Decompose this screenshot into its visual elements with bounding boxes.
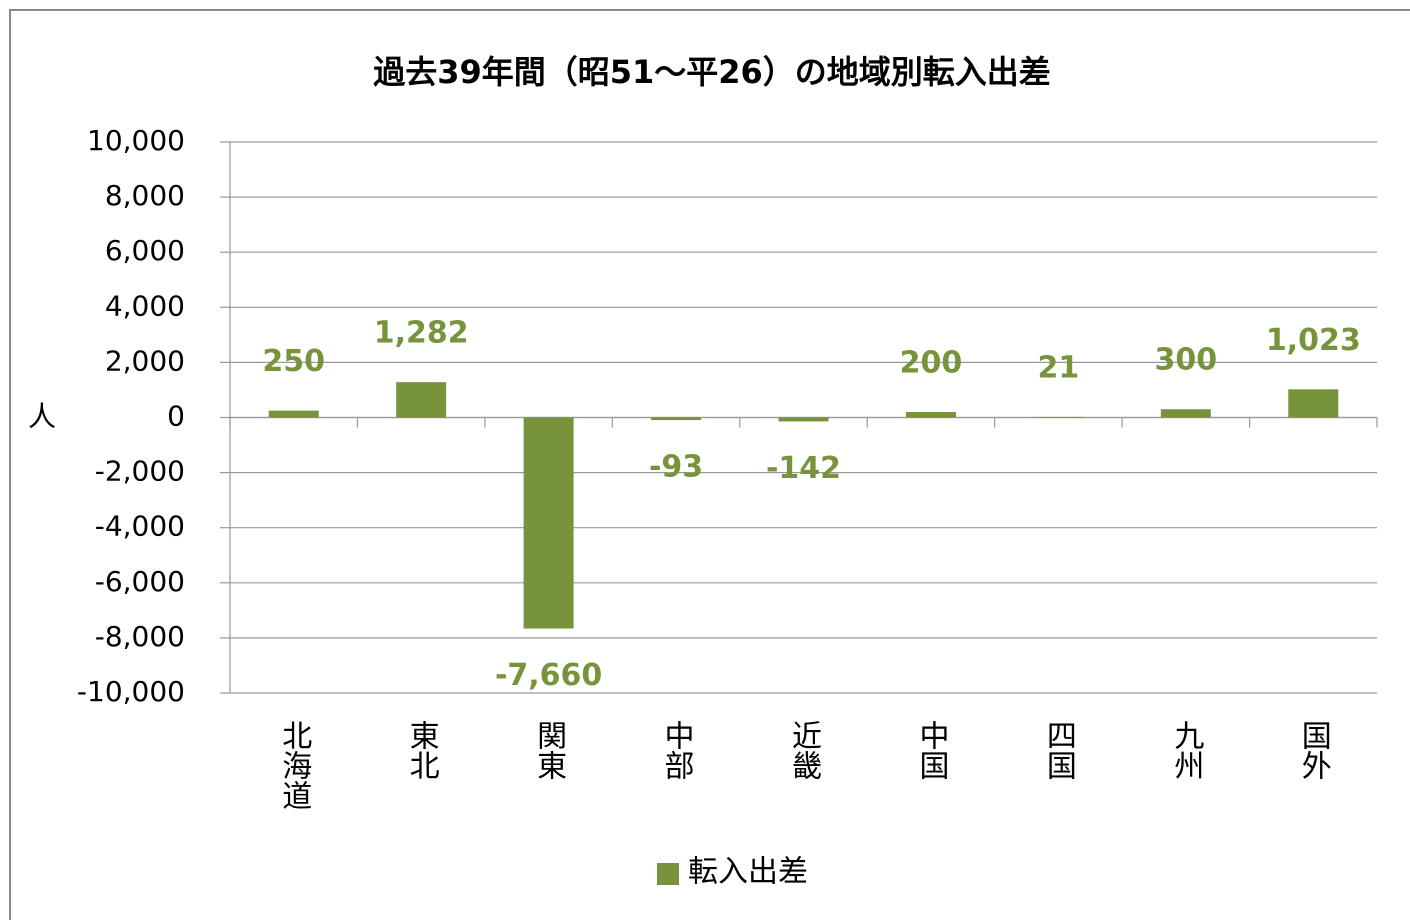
bar (651, 417, 702, 421)
y-tick-label: -10,000 (77, 675, 185, 708)
data-label: 1,023 (1266, 323, 1361, 358)
y-tick-label: 4,000 (105, 289, 185, 322)
x-tick-label: 近畿 (786, 720, 821, 780)
legend-label: 転入出差 (688, 855, 808, 890)
data-label: 200 (900, 345, 963, 380)
y-tick-label: 2,000 (105, 344, 185, 377)
bar (1033, 416, 1084, 418)
y-tick-label: 0 (167, 400, 185, 433)
chart-frame (9, 9, 1410, 924)
x-tick-label: 中国 (913, 720, 948, 780)
data-label: -7,660 (495, 658, 602, 693)
bar (523, 417, 574, 629)
x-tick-label: 北海道 (276, 720, 311, 810)
data-label: 21 (1038, 350, 1080, 385)
y-tick-label: -2,000 (95, 455, 185, 488)
x-tick-label: 四国 (1041, 720, 1076, 780)
x-tick-label: 関東 (531, 720, 566, 780)
data-label: 1,282 (374, 316, 469, 351)
legend-swatch (657, 863, 679, 885)
data-label: 250 (262, 344, 325, 379)
data-label: -93 (649, 450, 703, 485)
bar (905, 411, 956, 418)
bar (268, 410, 319, 418)
data-label: -142 (766, 451, 841, 486)
bar (778, 417, 829, 422)
data-label: 300 (1155, 343, 1218, 378)
y-tick-label: 10,000 (87, 124, 185, 157)
y-tick-label: -4,000 (95, 510, 185, 543)
y-tick-label: -8,000 (95, 620, 185, 653)
bar (1288, 389, 1339, 418)
y-tick-label: 6,000 (105, 234, 185, 267)
y-axis-label: 人 (28, 400, 56, 433)
x-tick-label: 中部 (659, 720, 694, 780)
x-tick-label: 国外 (1296, 720, 1331, 780)
bar (1160, 409, 1211, 418)
y-tick-label: -6,000 (95, 565, 185, 598)
x-tick-label: 九州 (1168, 720, 1204, 780)
bar (396, 382, 447, 418)
chart-title: 過去39年間（昭51～平26）の地域別転入出差 (373, 53, 1051, 91)
y-tick-label: 8,000 (105, 179, 185, 212)
x-tick-label: 東北 (404, 720, 439, 780)
